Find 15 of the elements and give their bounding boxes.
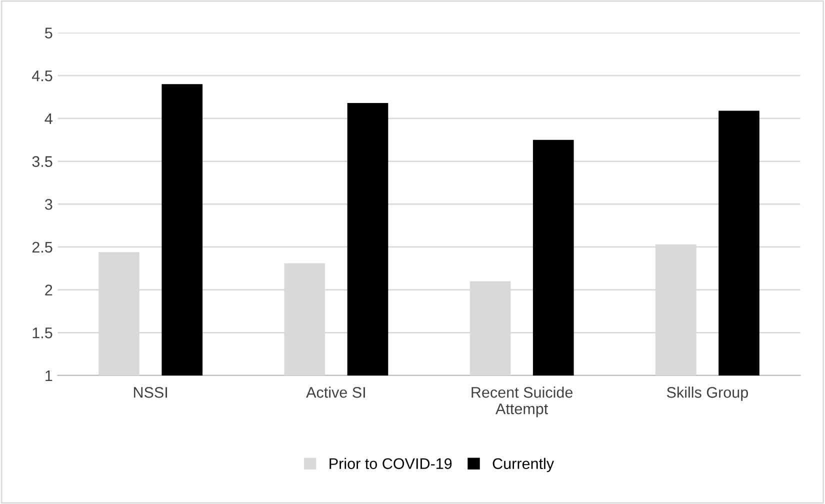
legend-label: Prior to COVID-19 [330,458,452,470]
x-tick-label: Skills Group [666,386,748,401]
y-tick-label: 1 [46,370,52,382]
y-tick-label: 4.5 [32,70,52,82]
y-tick-label: 2.5 [32,242,52,253]
y-tick-label: 3.5 [32,156,52,167]
y-tick-label: 5 [45,28,52,38]
legend-label: Currently [492,458,554,472]
x-tick-label: NSSI [134,386,167,398]
y-tick-label: 4 [44,113,52,124]
y-tick-label: 3 [44,198,52,210]
x-tick-label: Recent Suicide Attempt [472,386,573,418]
y-tick-label: 2 [45,284,52,296]
x-tick-label: Active SI [306,386,365,398]
y-tick-label: 1.5 [32,328,52,338]
